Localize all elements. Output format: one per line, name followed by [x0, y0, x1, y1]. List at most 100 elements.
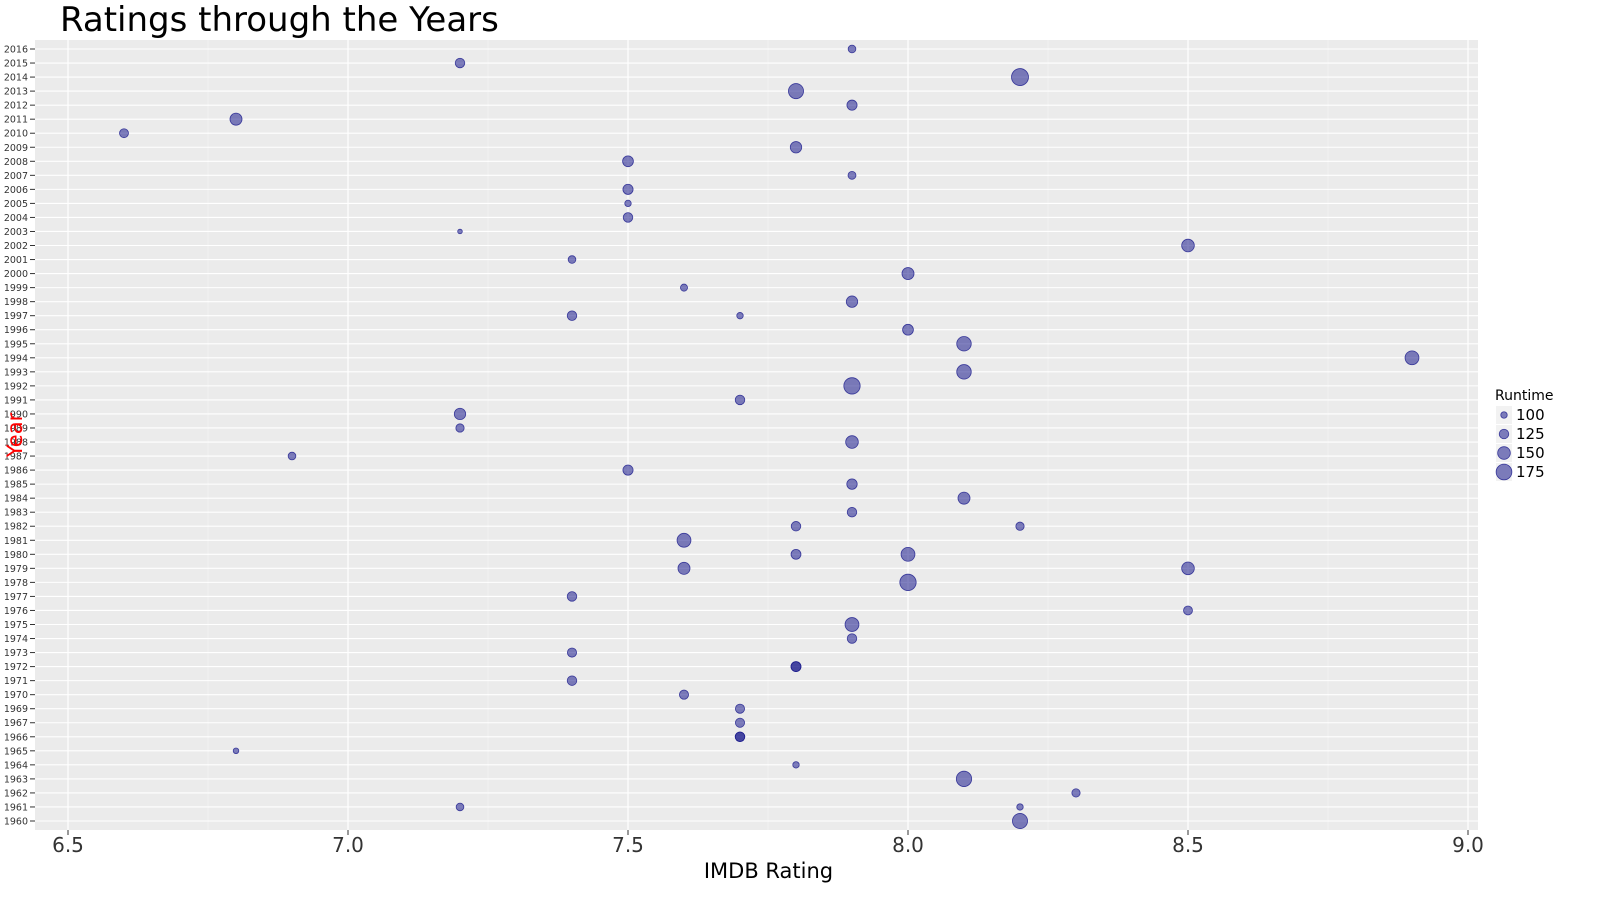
data-point — [455, 802, 465, 812]
data-point — [1181, 561, 1195, 576]
data-point — [846, 478, 858, 490]
data-point — [677, 561, 691, 575]
y-tick-label: 1981 — [4, 536, 28, 547]
legend-symbol — [1497, 446, 1511, 460]
y-axis-label: Year — [3, 412, 27, 458]
data-point — [734, 731, 746, 742]
data-point — [844, 617, 860, 632]
y-tick-label: 2000 — [4, 269, 28, 280]
data-point — [622, 212, 634, 223]
data-point — [457, 228, 463, 235]
data-point — [1016, 803, 1024, 811]
y-tick-label: 2007 — [4, 171, 28, 182]
legend-label: 150 — [1516, 444, 1545, 462]
y-tick-label: 1975 — [4, 620, 28, 631]
legend-symbol — [1500, 411, 1508, 419]
data-point — [1183, 605, 1193, 616]
y-tick-label: 1962 — [4, 788, 28, 799]
data-point — [676, 532, 692, 548]
plot-panel — [35, 40, 1478, 830]
data-point — [846, 507, 858, 518]
grid-lines — [35, 40, 1478, 830]
x-tick-label: 7.5 — [612, 833, 644, 857]
y-tick-label: 2003 — [4, 227, 28, 238]
y-tick-label: 2008 — [4, 157, 28, 168]
data-point — [845, 435, 859, 449]
y-tick-label: 1979 — [4, 564, 28, 575]
legend-label: 175 — [1516, 463, 1545, 481]
legend-label: 100 — [1516, 406, 1545, 424]
y-tick-label: 2014 — [4, 73, 28, 84]
y-tick-label: 1964 — [4, 760, 28, 771]
data-point — [901, 267, 915, 281]
data-point — [847, 170, 857, 180]
data-point — [957, 491, 971, 505]
y-tick-label: 1999 — [4, 283, 28, 294]
y-tick-label: 1985 — [4, 480, 28, 491]
data-point — [624, 199, 632, 208]
y-tick-label: 1973 — [4, 648, 28, 659]
data-point — [1015, 521, 1025, 531]
y-tick-label: 2016 — [4, 45, 28, 56]
data-point — [843, 377, 861, 395]
data-point — [790, 548, 802, 560]
data-point — [1071, 788, 1081, 798]
y-tick-label: 2009 — [4, 143, 28, 154]
y-tick-label: 1997 — [4, 311, 28, 322]
data-point — [1404, 350, 1420, 366]
y-tick-label: 1984 — [4, 494, 28, 505]
y-tick-label: 1987 — [4, 452, 28, 463]
y-tick-label: 2002 — [4, 241, 28, 252]
data-points — [119, 44, 1420, 829]
y-tick-label: 2012 — [4, 101, 28, 112]
data-point — [622, 155, 634, 168]
data-point — [454, 57, 466, 69]
x-tick-label: 8.0 — [892, 833, 924, 857]
data-point — [900, 546, 916, 562]
data-point — [789, 141, 803, 154]
y-tick-label: 2005 — [4, 199, 28, 210]
data-point — [566, 675, 578, 686]
x-tick-label: 9.0 — [1452, 833, 1484, 857]
y-tick-label: 1998 — [4, 297, 28, 308]
legend-symbol — [1495, 463, 1513, 481]
data-point — [956, 336, 972, 352]
data-point — [736, 312, 744, 320]
x-tick-label: 8.5 — [1172, 833, 1204, 857]
y-tick-label: 1980 — [4, 550, 28, 561]
data-point — [735, 703, 746, 714]
y-tick-label: 2010 — [4, 129, 28, 140]
y-tick-label: 1991 — [4, 395, 28, 406]
data-point — [847, 44, 857, 54]
y-tick-label: 1966 — [4, 732, 28, 743]
legend-label: 125 — [1516, 425, 1545, 443]
y-tick-label: 1990 — [4, 409, 28, 420]
y-tick-label: 1988 — [4, 438, 28, 449]
data-point — [679, 689, 690, 700]
y-tick-label: 2013 — [4, 87, 28, 98]
data-point — [229, 112, 243, 126]
chart-title: Ratings through the Years — [60, 0, 499, 40]
data-point — [792, 761, 800, 769]
y-axis-ticks: 1960 1961 1962 1963 1964 1965 1966 1967 1969 1970… — [4, 45, 35, 828]
y-tick-label: 1989 — [4, 423, 28, 434]
data-point — [119, 128, 129, 139]
data-point — [734, 394, 746, 406]
data-point — [846, 633, 858, 644]
y-tick-label: 1971 — [4, 676, 28, 687]
data-point — [788, 83, 804, 100]
data-point — [735, 717, 746, 728]
y-tick-label: 1967 — [4, 718, 28, 729]
y-tick-label: 1972 — [4, 662, 28, 673]
y-tick-label: 2004 — [4, 213, 28, 224]
y-tick-label: 1963 — [4, 774, 28, 785]
y-tick-label: 1960 — [4, 817, 28, 828]
y-tick-label: 2006 — [4, 185, 28, 196]
y-tick-label: 1995 — [4, 339, 28, 350]
legend-title: Runtime — [1495, 388, 1553, 404]
data-point — [899, 573, 917, 591]
data-point — [902, 323, 914, 336]
data-point — [567, 647, 578, 658]
data-point — [566, 310, 578, 321]
